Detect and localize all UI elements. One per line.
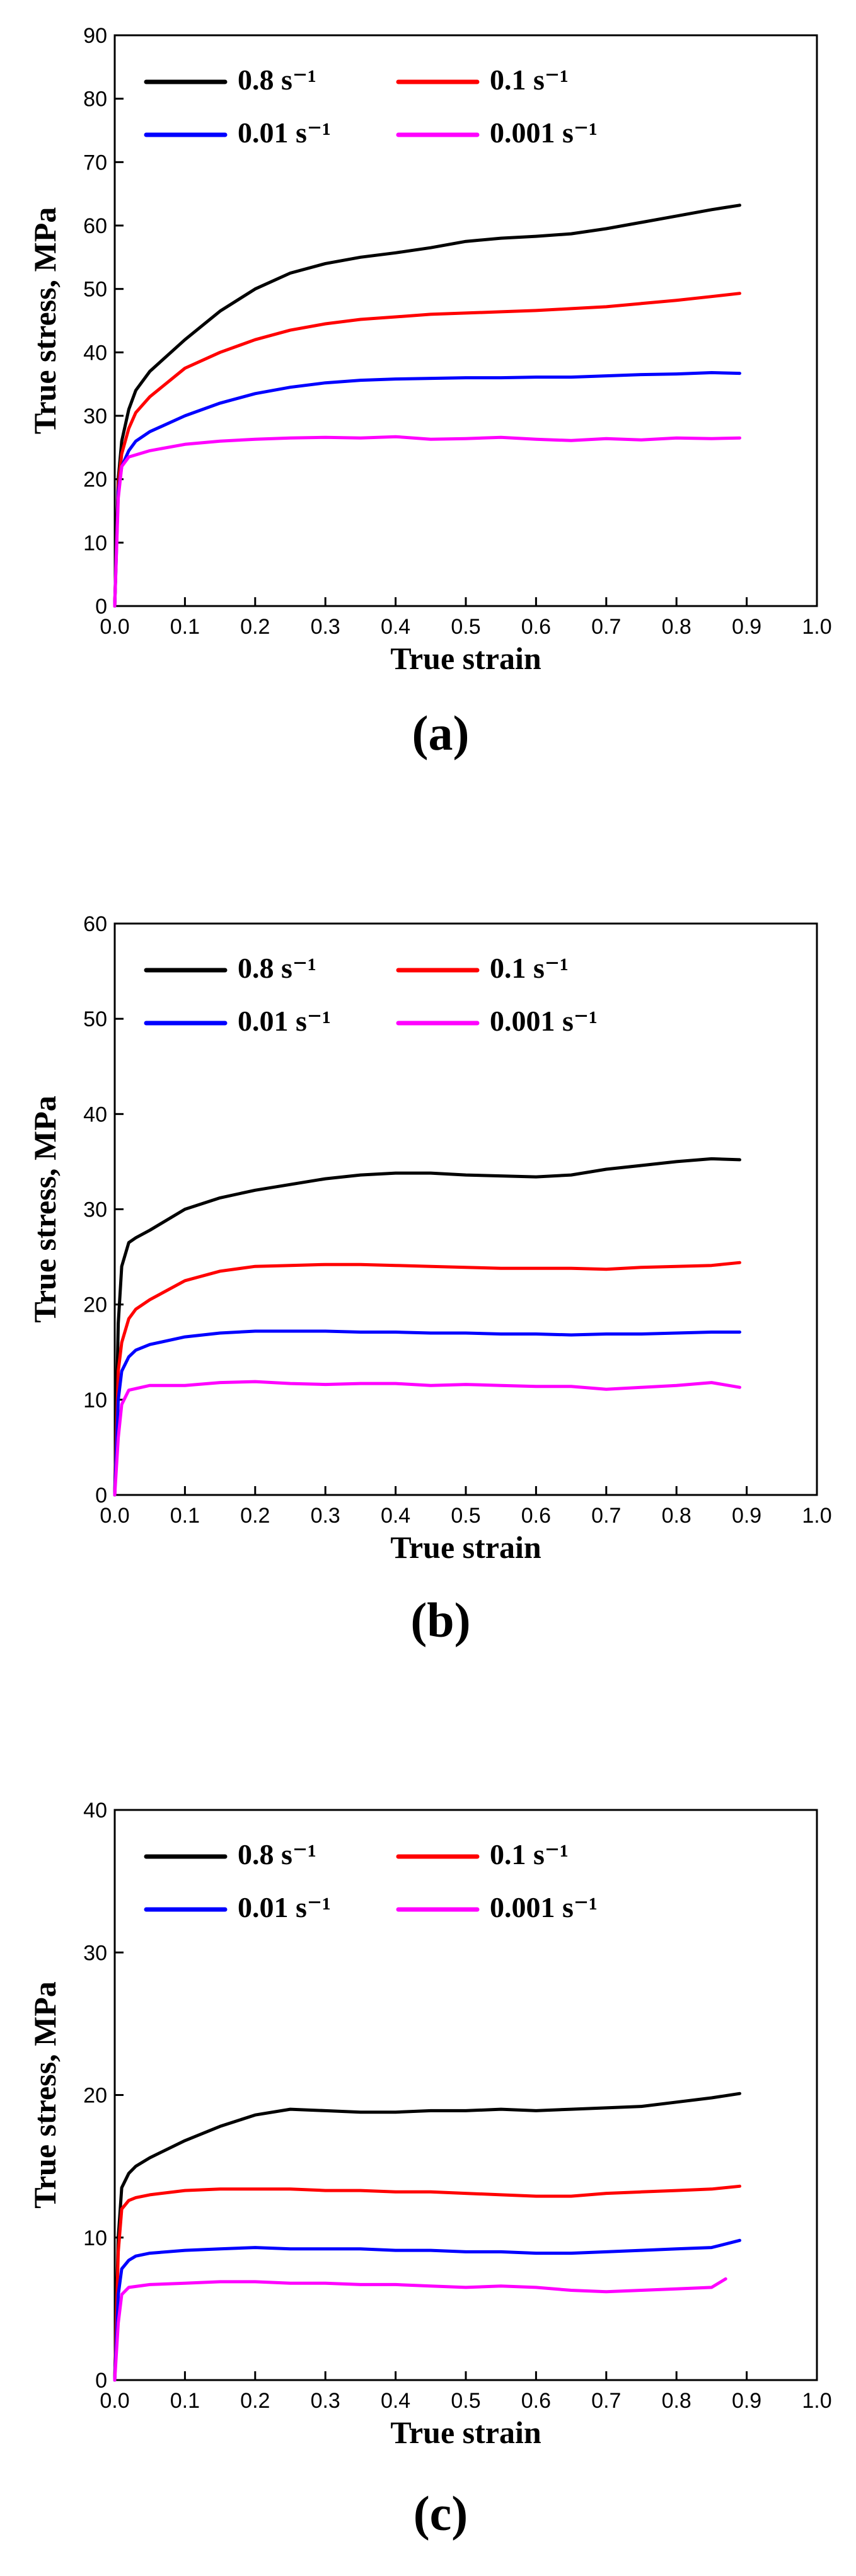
x-tick-label: 0.0 bbox=[100, 1504, 129, 1528]
y-tick-label: 20 bbox=[83, 468, 107, 492]
x-tick-label: 0.4 bbox=[381, 615, 410, 639]
series-line-4 bbox=[113, 435, 741, 608]
x-tick-label: 0.6 bbox=[521, 615, 551, 639]
x-axis-title: True strain bbox=[390, 1530, 541, 1565]
x-tick-label: 0.3 bbox=[311, 1504, 340, 1528]
y-tick-label: 20 bbox=[83, 2084, 107, 2108]
y-axis-title: True stress, MPa bbox=[27, 1981, 62, 2209]
x-tick-label: 0.2 bbox=[240, 2389, 270, 2413]
x-tick-label: 0.6 bbox=[521, 2389, 551, 2413]
plot-frame bbox=[113, 34, 818, 607]
x-tick-label: 0.4 bbox=[381, 2389, 410, 2413]
y-tick-label: 10 bbox=[83, 1388, 107, 1412]
x-tick-label: 0.5 bbox=[451, 2389, 480, 2413]
y-axis-title: True stress, MPa bbox=[27, 1096, 62, 1323]
x-tick-label: 1.0 bbox=[802, 2389, 831, 2413]
y-tick-label: 10 bbox=[83, 531, 107, 555]
x-tick-label: 0.7 bbox=[591, 615, 621, 639]
series-line-4 bbox=[113, 2277, 727, 2382]
x-tick-label: 0.1 bbox=[170, 615, 200, 639]
legend-label: 0.01 s⁻¹ bbox=[238, 1891, 331, 1923]
series-line-2 bbox=[113, 292, 741, 608]
legend-label: 0.001 s⁻¹ bbox=[490, 117, 598, 149]
x-tick-label: 0.8 bbox=[662, 1504, 691, 1528]
legend-label: 0.1 s⁻¹ bbox=[490, 1838, 569, 1870]
series-line-3 bbox=[113, 2238, 741, 2382]
legend-label: 0.8 s⁻¹ bbox=[238, 64, 316, 96]
y-tick-label: 40 bbox=[83, 341, 107, 365]
y-tick-label: 40 bbox=[83, 1799, 107, 1823]
y-axis-title: True stress, MPa bbox=[27, 207, 62, 435]
chart-panel-1: 0.0 0.1 0.2 0.3 0.4 0.5 0.6 0.7 0.8 0.9 1.0 0 10 20 30… bbox=[27, 24, 832, 760]
series-line-2 bbox=[113, 1261, 741, 1497]
chart-panel-2: 0.0 0.1 0.2 0.3 0.4 0.5 0.6 0.7 0.8 0.9 1.0 0 10 20 30… bbox=[27, 912, 832, 1647]
x-tick-label: 0.2 bbox=[240, 1504, 270, 1528]
series-line-3 bbox=[113, 371, 741, 608]
y-tick-label: 30 bbox=[83, 1198, 107, 1222]
y-tick-label: 60 bbox=[83, 912, 107, 936]
y-tick-label: 90 bbox=[83, 24, 107, 48]
series-line-1 bbox=[113, 2092, 741, 2382]
legend-label: 0.01 s⁻¹ bbox=[238, 1005, 331, 1037]
series-line-2 bbox=[113, 2184, 741, 2382]
y-tick-label: 0 bbox=[95, 1484, 107, 1508]
series-line-1 bbox=[113, 1157, 741, 1497]
series-line-1 bbox=[113, 203, 741, 608]
y-tick-label: 50 bbox=[83, 278, 107, 302]
legend-label: 0.1 s⁻¹ bbox=[490, 64, 569, 96]
y-tick-label: 60 bbox=[83, 214, 107, 238]
x-tick-label: 0.9 bbox=[732, 2389, 761, 2413]
x-tick-label: 0.2 bbox=[240, 615, 270, 639]
plot-frame bbox=[113, 1809, 818, 2381]
y-tick-label: 10 bbox=[83, 2226, 107, 2250]
x-tick-label: 0.5 bbox=[451, 615, 480, 639]
y-tick-label: 40 bbox=[83, 1102, 107, 1126]
y-tick-label: 30 bbox=[83, 1941, 107, 1965]
legend-label: 0.001 s⁻¹ bbox=[490, 1891, 598, 1923]
x-tick-label: 0.3 bbox=[311, 615, 340, 639]
legend-label: 0.8 s⁻¹ bbox=[238, 952, 316, 984]
series-line-3 bbox=[113, 1329, 741, 1497]
x-axis-title: True strain bbox=[390, 641, 541, 676]
y-tick-label: 0 bbox=[95, 2369, 107, 2393]
legend-label: 0.8 s⁻¹ bbox=[238, 1838, 316, 1870]
legend-label: 0.001 s⁻¹ bbox=[490, 1005, 598, 1037]
x-tick-label: 1.0 bbox=[802, 615, 831, 639]
x-tick-label: 0.6 bbox=[521, 1504, 551, 1528]
plot-frame bbox=[113, 922, 818, 1496]
panel-label: (b) bbox=[410, 1593, 470, 1647]
x-tick-label: 1.0 bbox=[802, 1504, 831, 1528]
series-line-4 bbox=[113, 1380, 741, 1497]
x-tick-label: 0.1 bbox=[170, 1504, 200, 1528]
y-tick-label: 70 bbox=[83, 151, 107, 175]
chart-panel-3: 0.0 0.1 0.2 0.3 0.4 0.5 0.6 0.7 0.8 0.9 1.0 0 10 20 30… bbox=[27, 1799, 832, 2541]
x-tick-label: 0.9 bbox=[732, 1504, 761, 1528]
legend-label: 0.01 s⁻¹ bbox=[238, 117, 331, 149]
x-tick-label: 0.0 bbox=[100, 615, 129, 639]
x-tick-label: 0.3 bbox=[311, 2389, 340, 2413]
x-tick-label: 0.5 bbox=[451, 1504, 480, 1528]
y-tick-label: 80 bbox=[83, 88, 107, 112]
x-tick-label: 0.9 bbox=[732, 615, 761, 639]
x-tick-label: 0.1 bbox=[170, 2389, 200, 2413]
y-tick-label: 30 bbox=[83, 404, 107, 428]
x-tick-label: 0.7 bbox=[591, 2389, 621, 2413]
x-tick-label: 0.8 bbox=[662, 2389, 691, 2413]
y-tick-label: 0 bbox=[95, 595, 107, 619]
x-tick-label: 0.4 bbox=[381, 1504, 410, 1528]
x-tick-label: 0.0 bbox=[100, 2389, 129, 2413]
y-tick-label: 20 bbox=[83, 1293, 107, 1317]
panel-label: (c) bbox=[414, 2486, 468, 2541]
x-axis-title: True strain bbox=[390, 2415, 541, 2450]
panel-label: (a) bbox=[412, 706, 470, 760]
y-tick-label: 50 bbox=[83, 1007, 107, 1031]
x-tick-label: 0.8 bbox=[662, 615, 691, 639]
legend-label: 0.1 s⁻¹ bbox=[490, 952, 569, 984]
x-tick-label: 0.7 bbox=[591, 1504, 621, 1528]
